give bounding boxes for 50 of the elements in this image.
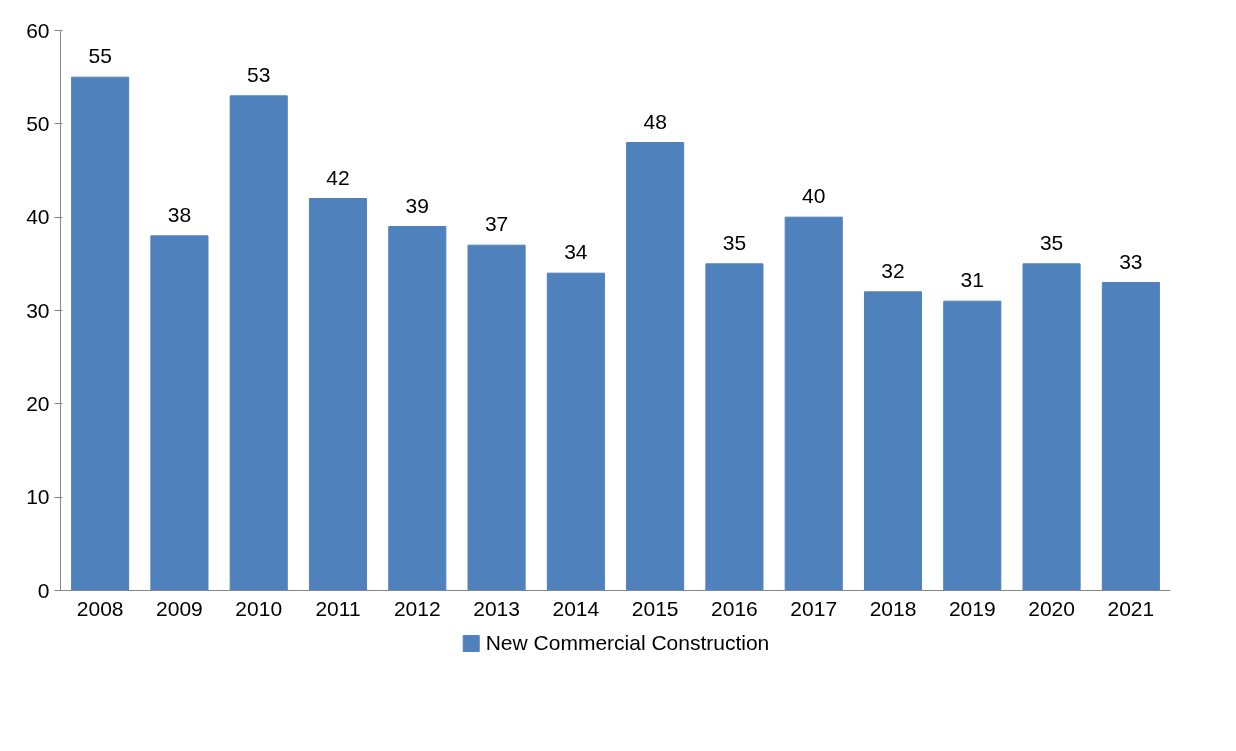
data-label: 39 [405, 193, 429, 217]
bar [626, 142, 685, 591]
x-tick-label: 2019 [948, 596, 996, 620]
data-label: 35 [722, 230, 747, 254]
x-tick-label: 2012 [393, 596, 441, 620]
y-tick-label: 60 [26, 18, 50, 42]
data-label: 53 [247, 62, 271, 86]
y-tick-label: 50 [26, 111, 50, 135]
data-label: 38 [167, 202, 192, 226]
x-tick-label: 2015 [631, 596, 679, 620]
data-label: 34 [564, 240, 588, 264]
data-label: 31 [960, 268, 984, 292]
y-tick-label: 40 [26, 205, 50, 229]
y-tick-label: 30 [26, 298, 50, 322]
bar [863, 291, 923, 591]
legend-label: New Commercial Construction [485, 631, 770, 655]
data-label: 35 [1039, 230, 1064, 254]
x-tick-label: 2009 [156, 596, 203, 620]
bar [943, 300, 1002, 591]
data-label: 37 [484, 212, 509, 236]
bar [388, 226, 447, 591]
x-tick-label: 2010 [235, 596, 283, 620]
bar [150, 235, 209, 591]
bar [1022, 263, 1081, 591]
y-tick-label: 0 [37, 578, 50, 602]
x-tick-label: 2011 [315, 596, 361, 620]
x-tick-label: 2016 [711, 596, 758, 620]
data-label: 40 [802, 184, 826, 208]
y-tick-label: 20 [26, 391, 50, 415]
x-tick-label: 2008 [76, 596, 124, 620]
bar [1101, 282, 1160, 591]
x-tick-label: 2014 [552, 596, 600, 620]
bar [784, 216, 843, 591]
y-tick-label: 10 [26, 485, 50, 509]
x-tick-label: 2020 [1028, 596, 1075, 620]
x-tick-label: 2021 [1107, 596, 1155, 620]
data-label: 55 [88, 44, 112, 68]
bar [308, 198, 368, 591]
x-tick-label: 2017 [790, 596, 838, 620]
x-tick-label: 2013 [473, 596, 520, 620]
bar [705, 263, 764, 591]
bar [71, 76, 130, 591]
data-label: 32 [881, 258, 905, 282]
data-label: 42 [326, 165, 350, 189]
bar [546, 272, 605, 591]
data-label: 33 [1119, 249, 1143, 273]
x-tick-label: 2018 [869, 596, 917, 620]
bar [467, 244, 526, 591]
bar [229, 95, 288, 591]
data-label: 48 [643, 109, 667, 133]
